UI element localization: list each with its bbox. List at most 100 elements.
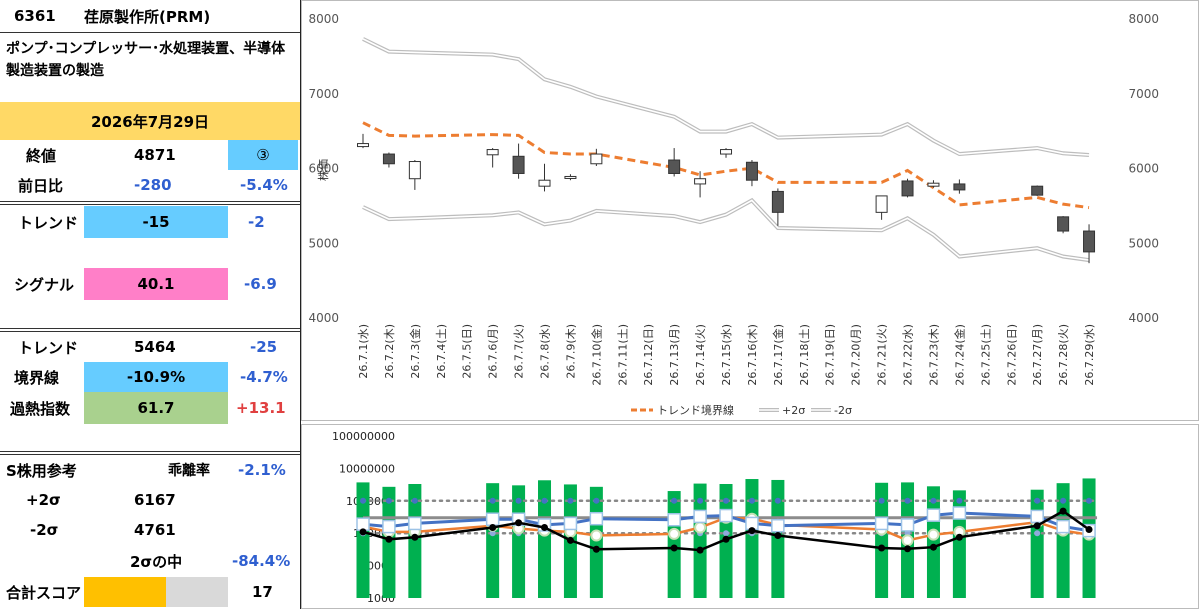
upper-level-dot [723, 497, 730, 504]
black-marker [696, 546, 704, 554]
price-xtick: 26.7.27(月) [1031, 324, 1044, 386]
candle-body [1031, 185, 1044, 196]
legend-minus2-label: -2σ [834, 404, 852, 417]
blue-marker [563, 516, 578, 531]
trend-value: -15 [84, 206, 228, 238]
price-ytick-right: 6000 [1128, 162, 1159, 176]
charts-svg: 4000 4000 5000 5000 6000 6000 7000 7000 8000 8000… [301, 0, 1199, 609]
blue-marker [408, 516, 422, 531]
info-panel: 6361 荏原製作所(PRM) ポンプ･コンプレッサー･水処理装置、半導体 製造… [0, 0, 301, 609]
overheat-value: 61.7 [84, 392, 228, 424]
inside-label: 2σの中 [130, 552, 183, 571]
minus2-row: -2σ 4761 [0, 515, 300, 545]
inside-value: -84.4% [232, 552, 291, 570]
price-xtick: 26.7.20(月) [850, 324, 863, 386]
sref-label: S株用参考 [6, 461, 77, 480]
price-xtick: 26.7.15(水) [720, 324, 733, 386]
price-xtick: 26.7.17(金) [771, 324, 785, 386]
blue-marker [874, 516, 889, 531]
price-xtick: 26.7.5(日) [461, 324, 474, 379]
trend-line-row: トレンド 5464 -25 [0, 332, 300, 362]
inside-row: 2σの中 -84.4% [0, 546, 300, 576]
upper-level-dot [593, 497, 600, 504]
price-xtick: 26.7.26(日) [1005, 324, 1018, 386]
price-xtick: 26.7.2(木) [383, 324, 396, 379]
price-ytick-right: 7000 [1128, 87, 1159, 101]
candle-body [1083, 230, 1096, 253]
volume-bar [538, 480, 552, 598]
plus2-row: +2σ 6167 [0, 485, 300, 515]
price-ytick-right: 8000 [1128, 12, 1159, 26]
volume-bar [356, 482, 370, 598]
black-marker [515, 519, 523, 527]
upper-level-dot [956, 497, 963, 504]
chart-area: 4000 4000 5000 5000 6000 6000 7000 7000 8000 8000… [301, 0, 1199, 609]
close-badge: ③ [228, 140, 298, 170]
price-ytick-left: 5000 [308, 236, 339, 250]
price-xtick: 26.7.12(日) [642, 324, 655, 386]
overheat-delta: +13.1 [236, 399, 286, 417]
price-xtick: 26.7.25(土) [979, 324, 992, 386]
blue-marker [589, 511, 604, 526]
volume-bar [1030, 489, 1044, 598]
candle-body [382, 153, 395, 165]
volume-ytick: 100000000 [332, 430, 395, 443]
candle-body [486, 149, 499, 156]
candle-body [901, 180, 914, 197]
score-label: 合計スコア [6, 583, 82, 602]
score-bar-rest [166, 577, 228, 607]
candle-body [771, 190, 784, 213]
blue-marker [485, 512, 500, 526]
close-value: 4871 [134, 146, 176, 164]
upper-level-dot [385, 497, 392, 504]
plus2-band-outer [362, 37, 1090, 157]
close-row: 終値 4871 ③ [0, 140, 300, 170]
price-ytick-right: 4000 [1128, 311, 1159, 325]
upper-level-dot [515, 497, 522, 504]
price-xtick: 26.7.14(火) [694, 324, 707, 386]
blue-marker [926, 508, 941, 522]
orange-marker [668, 527, 681, 540]
lower-level-dot [489, 530, 496, 537]
upper-level-dot [878, 497, 885, 504]
trend-row: トレンド -15 -2 [0, 206, 300, 238]
black-marker [904, 545, 912, 553]
blue-marker [1056, 519, 1070, 534]
price-ytick-left: 7000 [308, 87, 339, 101]
signal-label: シグナル [14, 275, 75, 294]
blue-marker [771, 518, 785, 533]
signal-delta: -6.9 [244, 275, 277, 293]
volume-bar [745, 479, 759, 598]
price-xtick: 26.7.18(土) [798, 324, 811, 386]
upper-level-dot [1034, 497, 1041, 504]
black-marker [566, 536, 574, 544]
black-marker [1033, 522, 1041, 530]
price-xtick: 26.7.13(月) [668, 324, 681, 386]
score-bar-fill [84, 577, 166, 607]
minus2-label: -2σ [30, 521, 59, 539]
upper-level-dot [567, 497, 574, 504]
minus2-value: 4761 [134, 521, 176, 539]
boundary-label: 境界線 [14, 368, 60, 387]
plus2-band-inner [362, 38, 1090, 156]
price-xtick: 26.7.6(月) [487, 324, 500, 379]
volume-bar [408, 484, 422, 598]
candle-body [745, 161, 758, 181]
black-line [362, 509, 1090, 552]
trend-line-label: トレンド [18, 338, 79, 357]
black-marker [748, 527, 756, 535]
price-xtick: 26.7.11(土) [616, 324, 629, 386]
date-bar: 2026年7月29日 [0, 102, 300, 140]
price-xtick: 26.7.4(土) [435, 324, 448, 379]
candle-body [512, 155, 525, 174]
upper-level-dot [489, 497, 496, 504]
blue-marker [900, 518, 915, 532]
stock-code: 6361 [14, 7, 56, 25]
close-label: 終値 [26, 146, 57, 165]
black-marker [774, 531, 782, 539]
kairi-label: 乖離率 [168, 463, 210, 479]
candle-body [357, 143, 369, 148]
price-xtick: 26.7.22(水) [902, 324, 915, 386]
lower-level-dot [723, 530, 730, 537]
black-marker [489, 523, 497, 531]
